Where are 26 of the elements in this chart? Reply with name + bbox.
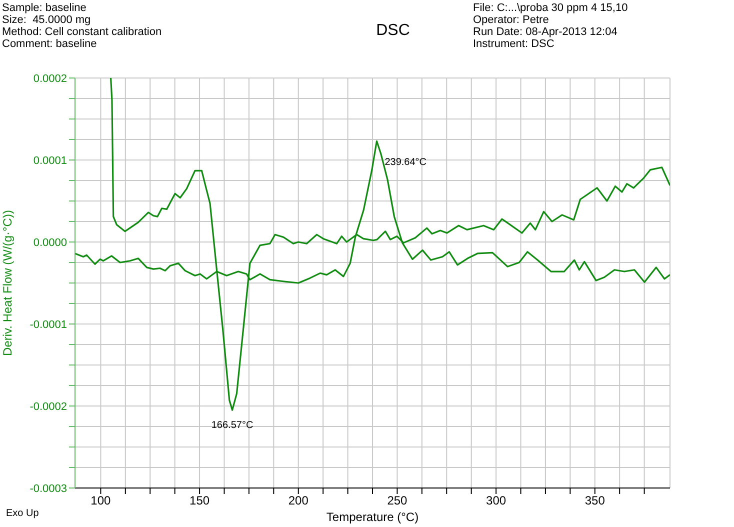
x-tick-label: 300 [486, 494, 506, 508]
y-tick-label: -0.0002 [30, 400, 67, 413]
y-tick-label: 0.0001 [33, 154, 67, 167]
text: Run Date: 08-Apr-2013 12:04 [473, 26, 618, 38]
text: File: C:...\proba 30 ppm 4 15,10 [473, 2, 628, 14]
y-axis-title: Deriv. Heat Flow (W/(g·°C)) [0, 210, 14, 356]
y-tick-label: -0.0001 [30, 318, 67, 331]
x-tick-label: 200 [288, 494, 309, 508]
annotation: 239.64°C [384, 157, 427, 168]
x-axis-title: Temperature (°C) [326, 510, 419, 524]
text: Operator: Petre [473, 14, 550, 26]
text: Exo Up [6, 508, 39, 520]
y-tick-label: -0.0003 [30, 482, 67, 495]
text: Size: 45.0000 mg [2, 14, 92, 26]
chart-title: DSC [376, 22, 410, 39]
text: Method: Cell constant calibration [2, 26, 162, 38]
x-tick-label: 100 [90, 494, 112, 508]
text: Sample: baseline [2, 2, 88, 14]
x-tick-label: 250 [387, 494, 408, 508]
annotation: 166.57°C [211, 420, 254, 432]
y-tick-label: 0.0002 [33, 72, 67, 85]
x-tick-label: 150 [190, 494, 210, 508]
x-tick-label: 350 [584, 494, 606, 508]
text: Comment: baseline [2, 38, 98, 50]
y-tick-label: 0.0000 [33, 236, 67, 249]
text: Instrument: DSC [473, 38, 556, 50]
